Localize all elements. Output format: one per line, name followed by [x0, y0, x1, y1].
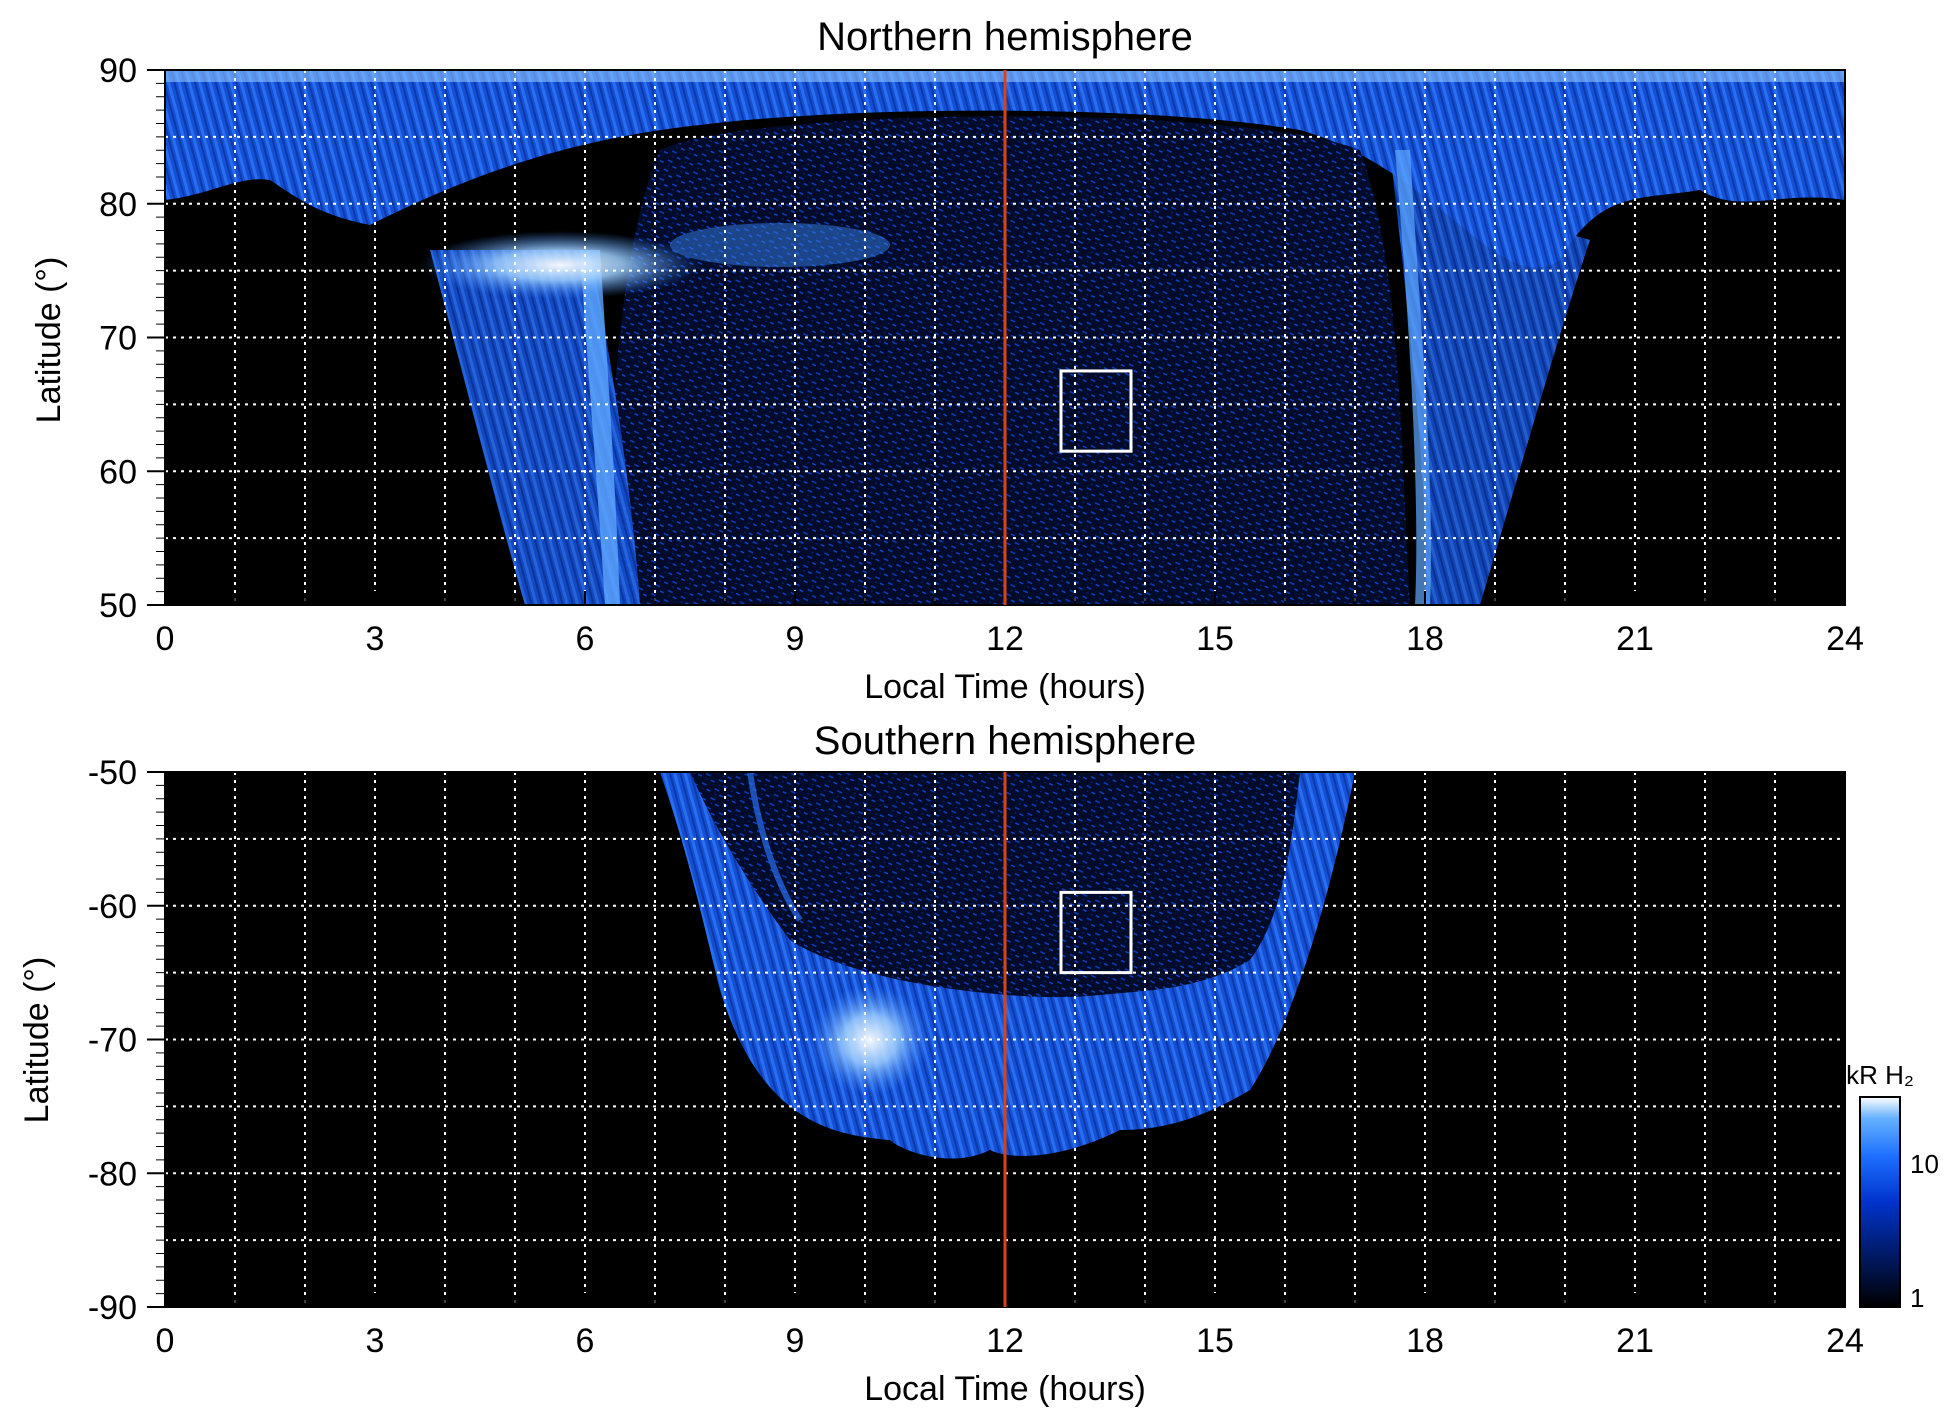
x-tick-label: 21	[1616, 1322, 1654, 1360]
x-tick-label: 24	[1826, 1322, 1864, 1360]
x-tick-label: 24	[1826, 620, 1864, 658]
y-tick-label: -80	[88, 1155, 137, 1193]
y-tick-label: -50	[88, 754, 137, 792]
x-tick-label: 21	[1616, 620, 1654, 658]
y-tick-label: 90	[99, 52, 137, 90]
panel-title: Northern hemisphere	[817, 15, 1193, 59]
colorbar: kR H₂ 10 1	[1846, 1060, 1939, 1313]
x-tick-label: 3	[366, 1322, 385, 1360]
highlight-box	[1059, 890, 1133, 975]
x-tick-label: 12	[986, 620, 1024, 658]
y-tick-label: 60	[99, 453, 137, 491]
y-ticks-south: -90 -80 -70 -60 -50	[88, 754, 165, 1327]
x-tick-label: 18	[1406, 620, 1444, 658]
y-tick-label: 80	[99, 186, 137, 224]
x-tick-label: 18	[1406, 1322, 1444, 1360]
x-tick-label: 9	[786, 620, 805, 658]
x-tick-label: 6	[576, 1322, 595, 1360]
y-tick-label: 50	[99, 587, 137, 625]
x-axis-label: Local Time (hours)	[864, 1370, 1146, 1408]
y-ticks-north: 50 60 70 80 90	[99, 52, 165, 625]
y-tick-label: -60	[88, 888, 137, 926]
colorbar-tick-label: 10	[1910, 1149, 1939, 1179]
dusk-arc	[1390, 150, 1590, 605]
x-tick-label: 12	[986, 1322, 1024, 1360]
y-axis-label: Latitude (°)	[30, 257, 68, 424]
x-tick-label: 6	[576, 620, 595, 658]
x-tick-label: 0	[156, 1322, 175, 1360]
highlight-box	[1059, 369, 1133, 453]
x-ticks-south: 0 3 6 9 12 15 18 21 24	[156, 1293, 1864, 1360]
southern-inner-region	[690, 772, 1300, 998]
y-tick-label: -70	[88, 1022, 137, 1060]
bright-spot-north	[420, 231, 700, 299]
x-axis-label: Local Time (hours)	[864, 668, 1146, 706]
x-tick-label: 15	[1196, 1322, 1234, 1360]
x-tick-label: 0	[156, 620, 175, 658]
northern-panel: Northern hemisphere 0 3 6 9 12 15 18 21 24 50 60 7…	[30, 15, 1864, 706]
colorbar-label: kR H₂	[1846, 1060, 1914, 1090]
colorbar-tick-label: 1	[1910, 1283, 1924, 1313]
panel-title: Southern hemisphere	[814, 719, 1196, 763]
southern-panel: Southern hemisphere 0 3 6 9 12 15 18 21 24 -90 -8…	[18, 719, 1939, 1408]
x-ticks-north: 0 3 6 9 12 15 18 21 24	[156, 591, 1864, 658]
y-tick-label: -90	[88, 1289, 137, 1327]
colorbar-scale	[1859, 1096, 1901, 1308]
x-tick-label: 9	[786, 1322, 805, 1360]
x-tick-label: 3	[366, 620, 385, 658]
y-tick-label: 70	[99, 320, 137, 358]
x-tick-label: 15	[1196, 620, 1234, 658]
y-axis-label: Latitude (°)	[18, 957, 56, 1124]
